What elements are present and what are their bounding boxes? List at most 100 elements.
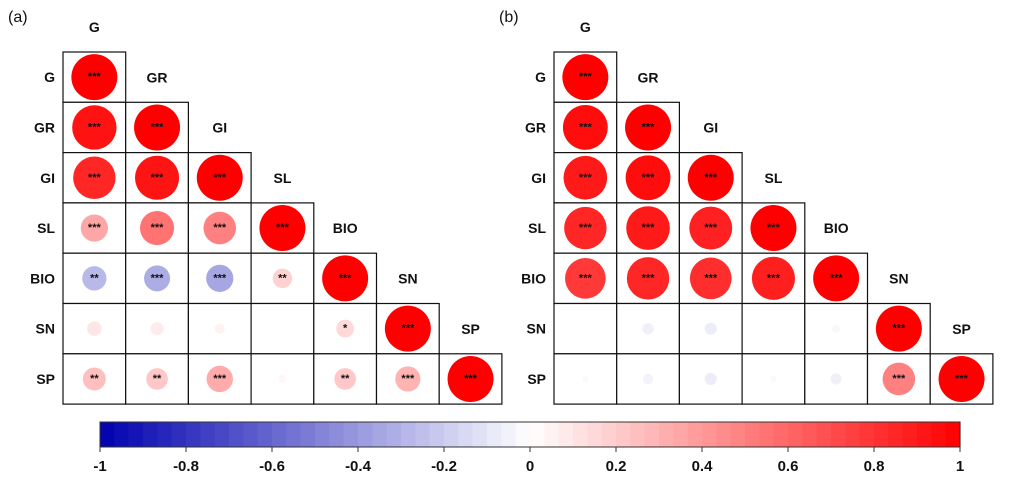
- colorbar-tick-label: 0.8: [864, 458, 885, 475]
- significance-label: ***: [955, 373, 969, 385]
- cell-gi-g: ***: [62, 152, 127, 204]
- colorbar-tick-label: 0.2: [606, 458, 627, 475]
- column-label-sl: SL: [274, 170, 292, 186]
- cell-sn-gr: [616, 302, 681, 355]
- cell-bio-gi: ***: [187, 252, 252, 305]
- cell-sp-sn: ***: [866, 353, 931, 405]
- cell-sp-g: [553, 353, 618, 405]
- significance-label: **: [278, 272, 287, 284]
- row-label-sl: SL: [37, 220, 55, 236]
- significance-label: ***: [892, 323, 906, 335]
- cell-bio-bio: ***: [313, 252, 378, 305]
- colorbar-tick-label: -0.6: [259, 458, 285, 475]
- cell-sn-sn: ***: [375, 302, 440, 355]
- significance-label: ***: [213, 222, 227, 234]
- significance-label: ***: [892, 373, 906, 385]
- colorbar-segment: [644, 422, 660, 447]
- correlation-circle: [751, 256, 796, 300]
- colorbar-segment: [931, 422, 947, 447]
- significance-label: ***: [704, 272, 718, 284]
- significance-label: ***: [401, 373, 415, 385]
- cell-border: [250, 302, 315, 355]
- row-label-g: G: [44, 69, 55, 85]
- colorbar-segment: [458, 422, 474, 447]
- cell-gr-gr: ***: [616, 101, 681, 154]
- cell-sn-gi: [678, 302, 743, 355]
- row-label-gr: GR: [525, 119, 546, 135]
- correlation-circle: [642, 373, 654, 385]
- column-label-bio: BIO: [824, 220, 849, 236]
- colorbar-tick-label: -0.4: [345, 458, 372, 475]
- colorbar-segment: [100, 422, 115, 447]
- row-label-gr: GR: [34, 119, 55, 135]
- correlation-circle: [214, 323, 225, 334]
- colorbar-segment: [702, 422, 717, 447]
- row-label-bio: BIO: [30, 270, 55, 286]
- correlation-circle: [626, 206, 670, 250]
- significance-label: ***: [151, 172, 165, 184]
- colorbar-segment: [214, 422, 230, 447]
- colorbar-segment: [802, 422, 818, 447]
- correlation-circle: [562, 54, 609, 101]
- colorbar-segment: [587, 422, 603, 447]
- correlation-circle: [689, 257, 732, 300]
- colorbar-segment: [186, 422, 201, 447]
- colorbar-segment: [788, 422, 803, 447]
- cell-gr-g: ***: [62, 101, 127, 154]
- colorbar-segment: [945, 422, 961, 447]
- colorbar-segment: [329, 422, 345, 447]
- colorbar-segment: [286, 422, 302, 447]
- row-label-sp: SP: [527, 371, 546, 387]
- correlation-circle: [582, 375, 589, 383]
- colorbar-segment: [257, 422, 273, 447]
- correlation-circle: [687, 154, 734, 201]
- cell-sl-gi: ***: [678, 202, 743, 254]
- row-label-gi: GI: [531, 170, 546, 186]
- cell-sl-gi: ***: [187, 202, 252, 254]
- colorbar-tick-label: 0: [526, 458, 534, 475]
- cell-sp-sn: ***: [375, 353, 440, 405]
- significance-label: ***: [276, 222, 290, 234]
- colorbar-segment: [157, 422, 173, 447]
- correlation-circle: [322, 255, 369, 302]
- correlation-circle: [882, 362, 916, 396]
- cell-gi-gi: ***: [678, 152, 743, 204]
- cell-bio-gi: ***: [678, 252, 743, 305]
- colorbar-tick-label: -0.8: [173, 458, 199, 475]
- cell-sn-sn: ***: [866, 302, 931, 355]
- cell-sp-gi: [678, 353, 743, 405]
- cell-sp-bio: [804, 353, 869, 405]
- cell-bio-sl: ***: [741, 252, 806, 305]
- significance-label: *: [343, 323, 348, 335]
- significance-label: ***: [88, 172, 102, 184]
- cell-gr-gr: ***: [125, 101, 189, 154]
- cell-border: [553, 302, 618, 355]
- correlation-circle: [73, 156, 116, 199]
- significance-label: ***: [213, 272, 227, 284]
- correlation-circle: [80, 214, 108, 242]
- column-label-gi: GI: [212, 120, 227, 136]
- significance-label: ***: [464, 373, 478, 385]
- cell-bio-gr: ***: [616, 252, 681, 305]
- colorbar-segment: [343, 422, 359, 447]
- cell-bio-bio: ***: [804, 252, 869, 305]
- significance-label: ***: [579, 172, 593, 184]
- significance-label: ***: [579, 71, 593, 83]
- colorbar-segment: [515, 422, 531, 447]
- correlation-circle: [830, 373, 842, 385]
- colorbar-tick-label: -0.2: [431, 458, 457, 475]
- colorbar-segment: [300, 422, 316, 447]
- cell-sl-gr: ***: [616, 202, 681, 254]
- correlation-circle: [87, 321, 102, 336]
- significance-label: ***: [704, 172, 718, 184]
- cell-sp-g: **: [62, 353, 127, 405]
- colorbar-segment: [501, 422, 517, 447]
- colorbar-segment: [659, 422, 674, 447]
- colorbar-segment: [902, 422, 918, 447]
- cell-border: [741, 302, 806, 355]
- colorbar-segment: [415, 422, 431, 447]
- colorbar-segment: [816, 422, 832, 447]
- colorbar-segment: [358, 422, 373, 447]
